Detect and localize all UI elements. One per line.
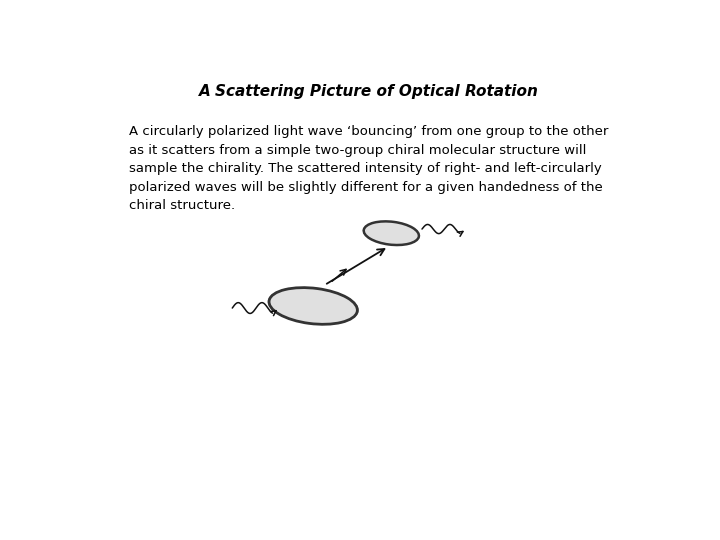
Ellipse shape <box>268 287 359 325</box>
Ellipse shape <box>363 221 420 245</box>
Ellipse shape <box>269 288 357 325</box>
Text: A circularly polarized light wave ‘bouncing’ from one group to the other
as it s: A circularly polarized light wave ‘bounc… <box>129 125 608 212</box>
Text: A Scattering Picture of Optical Rotation: A Scattering Picture of Optical Rotation <box>199 84 539 98</box>
Ellipse shape <box>364 221 419 245</box>
